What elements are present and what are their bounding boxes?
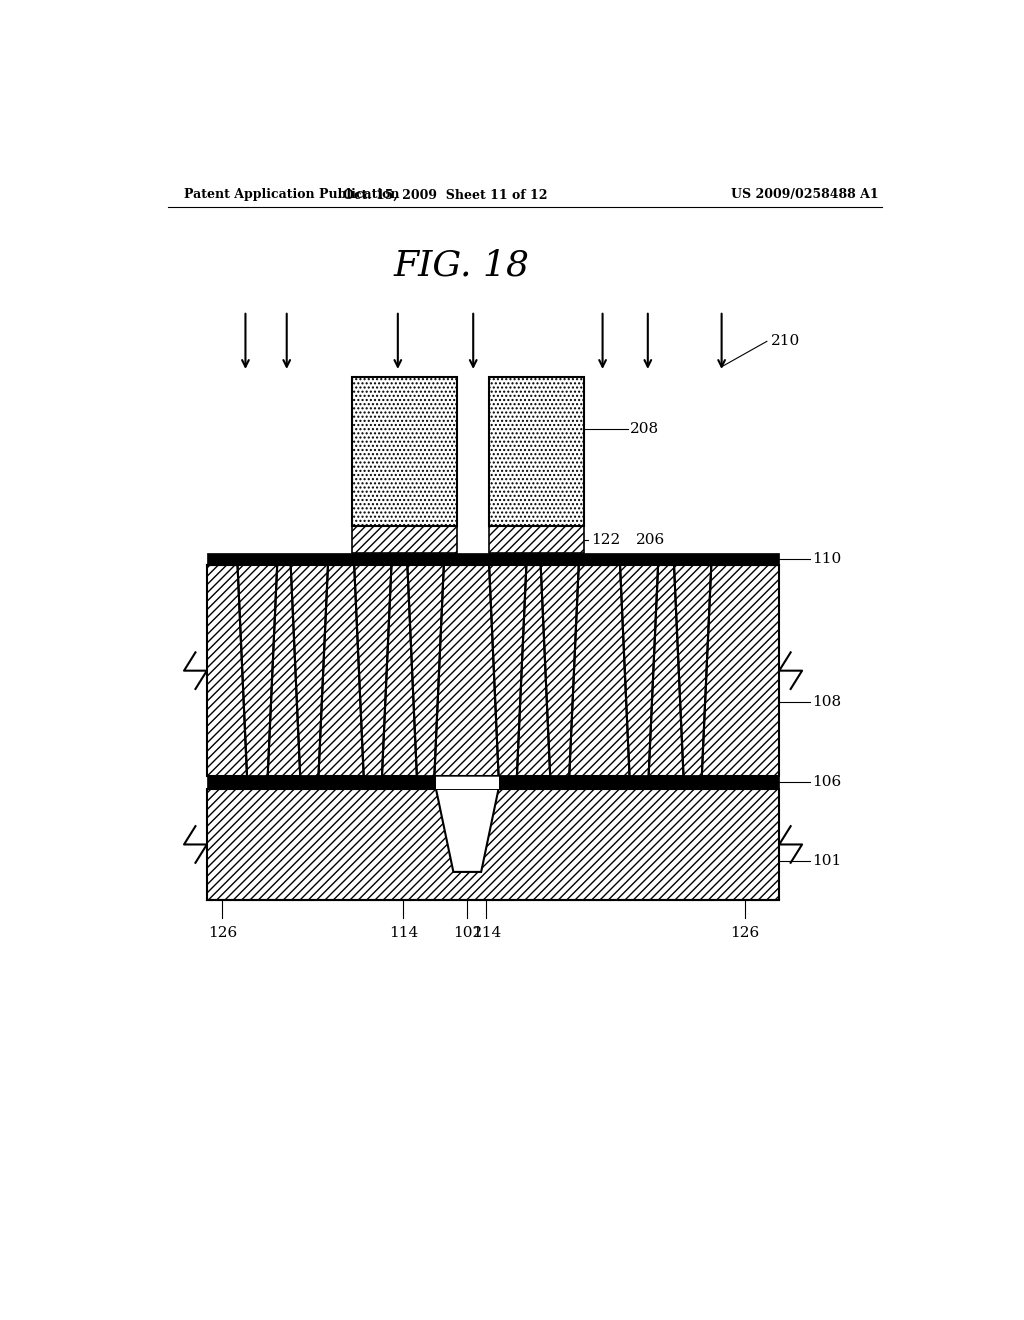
Polygon shape [489, 565, 526, 776]
Bar [207, 553, 778, 565]
Text: 122: 122 [591, 532, 620, 546]
Bar [352, 527, 458, 553]
Text: 106: 106 [812, 775, 842, 789]
Bar [489, 527, 585, 553]
Text: FIG. 18: FIG. 18 [393, 248, 529, 282]
Text: Oct. 15, 2009  Sheet 11 of 12: Oct. 15, 2009 Sheet 11 of 12 [343, 189, 548, 202]
Polygon shape [620, 565, 658, 776]
Bar [207, 565, 778, 776]
Polygon shape [238, 565, 278, 776]
Bar [489, 378, 585, 527]
Text: Patent Application Publication: Patent Application Publication [183, 189, 399, 202]
Text: 208: 208 [631, 422, 659, 436]
Polygon shape [674, 565, 712, 776]
Polygon shape [541, 565, 579, 776]
Text: 101: 101 [812, 854, 842, 869]
Text: 102: 102 [453, 925, 482, 940]
Polygon shape [408, 565, 443, 776]
Text: 206: 206 [636, 532, 666, 546]
Text: 114: 114 [389, 925, 418, 940]
Text: 210: 210 [771, 334, 800, 348]
Polygon shape [436, 788, 499, 873]
Text: 114: 114 [472, 925, 501, 940]
Bar [352, 378, 458, 527]
Text: 126: 126 [730, 925, 760, 940]
Bar [207, 776, 778, 788]
Polygon shape [291, 565, 328, 776]
Text: 126: 126 [208, 925, 238, 940]
Bar [207, 788, 778, 900]
Text: 108: 108 [812, 696, 841, 709]
Text: 110: 110 [812, 552, 842, 566]
Text: US 2009/0258488 A1: US 2009/0258488 A1 [731, 189, 879, 202]
Polygon shape [436, 776, 499, 788]
Polygon shape [354, 565, 391, 776]
